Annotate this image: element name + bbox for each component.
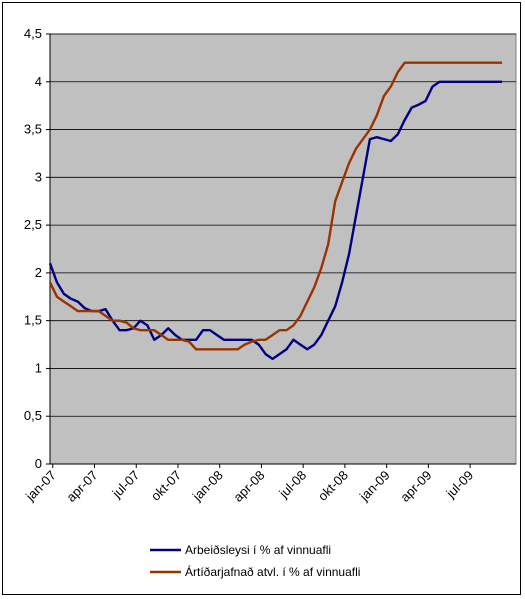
y-tick-label: 3: [35, 169, 42, 184]
x-tick-label: okt-08: [315, 468, 351, 504]
x-tick-label: jan-09: [356, 468, 393, 505]
plot-area: [49, 33, 517, 465]
x-tick-label: jul-07: [109, 468, 143, 502]
y-tick-label: 3,5: [24, 122, 42, 137]
legend-label-0: Arbeiðsleysi í % af vinnuafli: [185, 543, 331, 557]
y-tick-label: 0: [35, 456, 42, 471]
y-tick-label: 1,5: [24, 313, 42, 328]
series-line-1: [48, 61, 503, 351]
y-tick-label: 4: [35, 74, 42, 89]
y-tick-label: 1: [35, 360, 42, 375]
x-tick-label: apr-08: [230, 468, 267, 505]
y-tick-label: 4,5: [24, 26, 42, 41]
chart-frame: 0 0,5 1 1,5 2 2,5 3 3,5 4 4,5 jan-07 apr-07 jul-07 ok…: [2, 2, 521, 595]
x-tick-label: jul-08: [275, 468, 309, 502]
series-line-0: [48, 80, 503, 361]
y-tick-label: 0,5: [24, 408, 42, 423]
x-tick-label: apr-09: [397, 468, 434, 505]
y-tick-label: 2: [35, 265, 42, 280]
legend-label-1: Ártíðarjafnað atvl. í % af vinnuafli: [185, 564, 360, 579]
x-tick-label: okt-07: [148, 468, 184, 504]
x-tick-label: jul-09: [442, 468, 476, 502]
x-tick-label: jan-08: [189, 468, 226, 505]
legend: [145, 539, 425, 589]
x-tick-label: jan-07: [22, 468, 59, 505]
x-tick-label: apr-07: [63, 468, 100, 505]
y-tick-label: 2,5: [24, 217, 42, 232]
